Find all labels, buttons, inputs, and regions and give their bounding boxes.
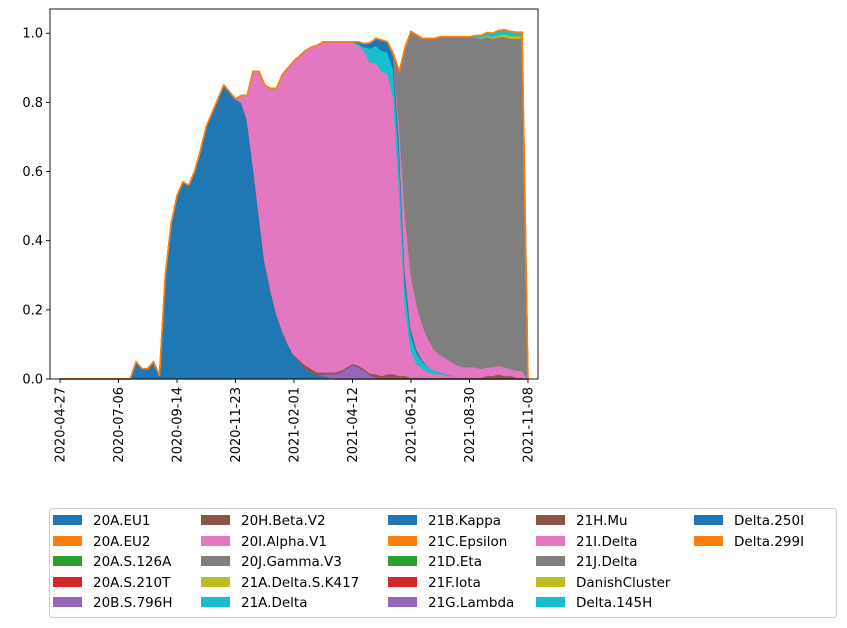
legend-item: Delta.145H: [536, 595, 652, 611]
legend-label: 20A.EU1: [93, 513, 150, 529]
legend-swatch: [388, 577, 417, 587]
x-axis: 2020-04-27 2020-07-06 2020-09-14 2020-11-23…: [54, 379, 536, 463]
x-tick-label: 2021-08-30: [463, 387, 478, 463]
x-tick-label: 2021-02-01: [288, 387, 303, 463]
legend-item: 21F.Iota: [388, 575, 481, 591]
legend-label: 21A.Delta.S.K417: [241, 575, 359, 591]
chart-areas: [59, 28, 529, 380]
legend-label: 21H.Mu: [576, 513, 628, 529]
legend-swatch: [388, 536, 417, 546]
legend-label: Delta.145H: [576, 595, 652, 611]
legend-swatch: [536, 515, 565, 525]
legend-swatch: [694, 515, 723, 525]
legend-item: 21A.Delta: [201, 595, 308, 611]
legend-swatch: [388, 515, 417, 525]
legend-label: 20A.EU2: [93, 534, 150, 550]
x-tick-label: 2020-07-06: [112, 387, 127, 463]
legend-swatch: [536, 536, 565, 546]
legend-item: 20A.EU1: [53, 513, 150, 529]
legend-item: 21A.Delta.S.K417: [201, 575, 359, 591]
legend-swatch: [53, 556, 82, 566]
legend-item: 20B.S.796H: [53, 595, 173, 611]
legend-swatch: [201, 556, 230, 566]
legend-label: 20J.Gamma.V3: [241, 554, 342, 570]
legend-label: 20I.Alpha.V1: [241, 534, 327, 550]
legend: 20A.EU1 20A.EU2 20A.S.126A 20A.S.210T 20B.S.…: [49, 508, 837, 618]
y-tick-label: 0.8: [22, 96, 43, 111]
y-axis: 0.0 0.2 0.4 0.6 0.8 1.0: [22, 27, 50, 388]
legend-swatch: [53, 577, 82, 587]
legend-item: Delta.299I: [694, 534, 804, 550]
x-tick-label: 2020-04-27: [54, 387, 69, 463]
y-tick-label: 1.0: [22, 27, 43, 42]
x-tick-label: 2021-11-08: [521, 387, 536, 463]
legend-item: 21G.Lambda: [388, 595, 514, 611]
y-tick-label: 0.4: [22, 234, 43, 249]
legend-item: 21B.Kappa: [388, 513, 501, 529]
legend-label: Delta.299I: [734, 534, 804, 550]
legend-label: 20A.S.126A: [93, 554, 172, 570]
legend-swatch: [388, 597, 417, 607]
legend-label: Delta.250I: [734, 513, 804, 529]
legend-label: 21J.Delta: [576, 554, 637, 570]
y-tick-label: 0.0: [22, 373, 43, 388]
legend-swatch: [53, 536, 82, 546]
legend-item: 21I.Delta: [536, 534, 637, 550]
legend-swatch: [536, 597, 565, 607]
legend-item: 20I.Alpha.V1: [201, 534, 327, 550]
x-tick-label: 2021-06-21: [404, 387, 419, 463]
legend-label: 21C.Epsilon: [428, 534, 507, 550]
legend-label: 21F.Iota: [428, 575, 481, 591]
legend-item: DanishCluster: [536, 575, 671, 591]
legend-item: 20A.S.210T: [53, 575, 171, 591]
legend-frame: [49, 508, 837, 618]
legend-label: 20B.S.796H: [93, 595, 173, 611]
legend-swatch: [201, 536, 230, 546]
legend-label: 21D.Eta: [428, 554, 482, 570]
legend-item: 20J.Gamma.V3: [201, 554, 342, 570]
legend-label: 20A.S.210T: [93, 575, 171, 591]
legend-label: 21A.Delta: [241, 595, 308, 611]
legend-swatch: [694, 536, 723, 546]
legend-item: 20A.EU2: [53, 534, 150, 550]
y-tick-label: 0.6: [22, 165, 43, 180]
legend-label: 21I.Delta: [576, 534, 637, 550]
x-tick-label: 2020-11-23: [229, 387, 244, 463]
legend-item: 20A.S.126A: [53, 554, 172, 570]
legend-item: 21H.Mu: [536, 513, 628, 529]
legend-item: 20H.Beta.V2: [201, 513, 326, 529]
legend-item: 21J.Delta: [536, 554, 637, 570]
legend-item: 21D.Eta: [388, 554, 482, 570]
y-tick-label: 0.2: [22, 303, 43, 318]
legend-swatch: [536, 556, 565, 566]
legend-label: 21B.Kappa: [428, 513, 501, 529]
legend-item: 21C.Epsilon: [388, 534, 507, 550]
legend-label: 21G.Lambda: [428, 595, 514, 611]
legend-swatch: [536, 577, 565, 587]
legend-swatch: [201, 577, 230, 587]
legend-swatch: [201, 515, 230, 525]
legend-label: 20H.Beta.V2: [241, 513, 326, 529]
legend-swatch: [53, 515, 82, 525]
x-tick-label: 2021-04-12: [346, 387, 361, 463]
legend-label: DanishCluster: [576, 575, 671, 591]
legend-swatch: [201, 597, 230, 607]
stack-top-outline: [60, 28, 529, 380]
x-tick-label: 2020-09-14: [171, 387, 186, 463]
legend-swatch: [53, 597, 82, 607]
legend-swatch: [388, 556, 417, 566]
legend-item: Delta.250I: [694, 513, 804, 529]
